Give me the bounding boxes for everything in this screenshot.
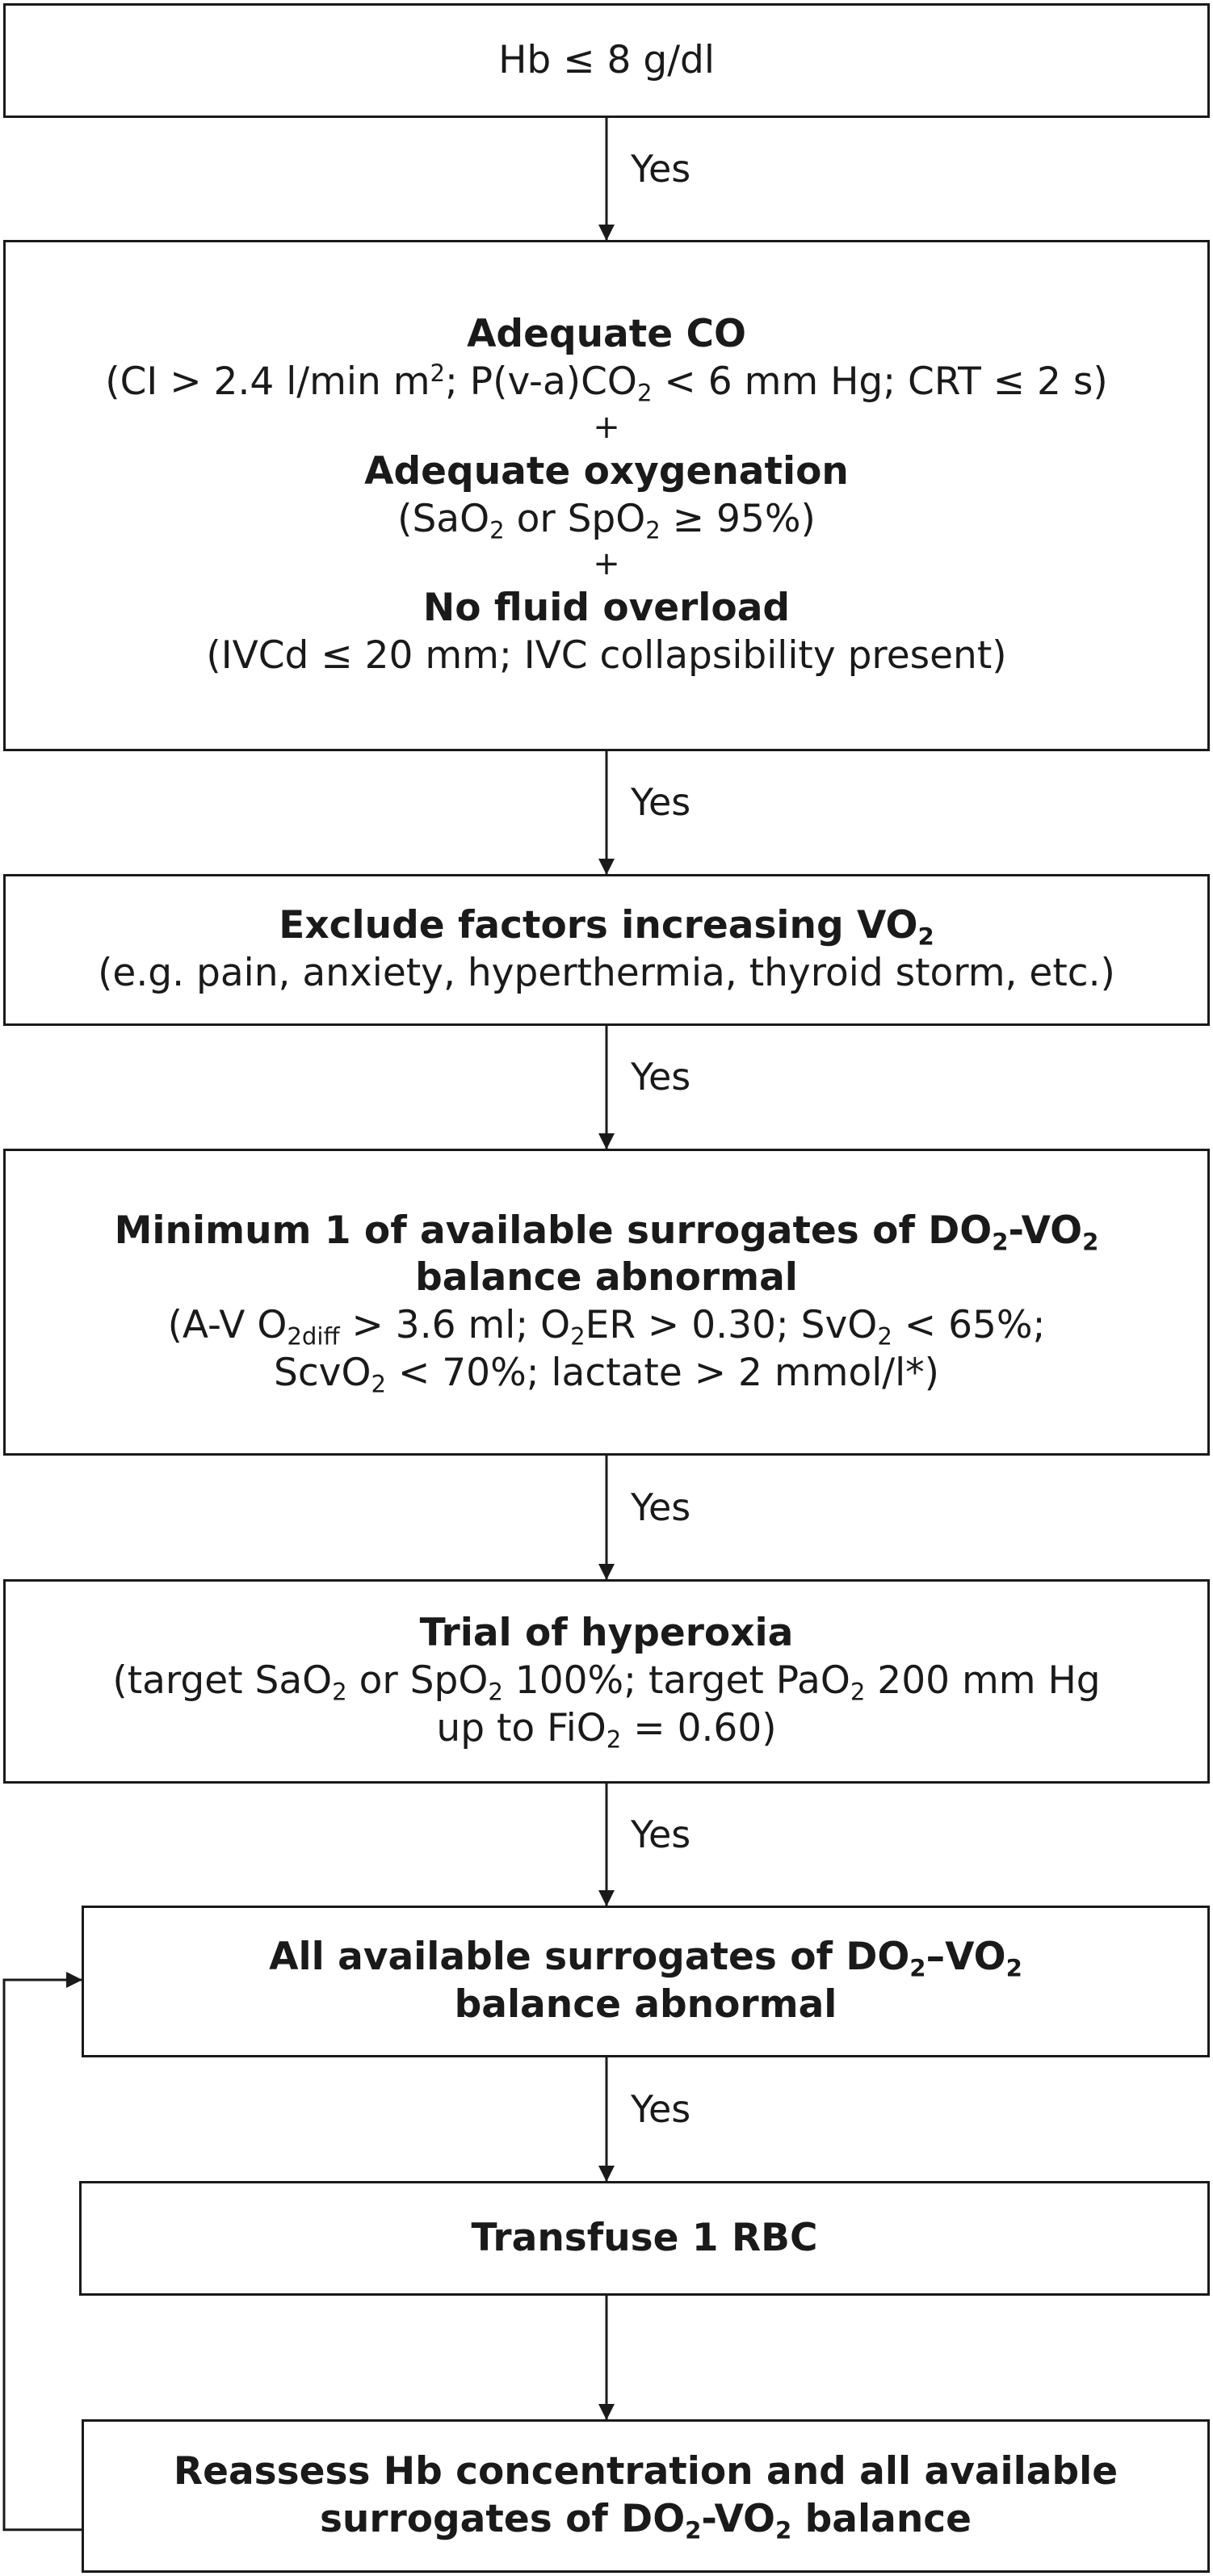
flow-box-4-line-4: ScvO2 < 70%; lactate > 2 mmol/l*) [273, 1350, 939, 1398]
flow-box-2-line-3: + [593, 408, 620, 446]
flow-box-7-line-1: Transfuse 1 RBC [471, 2215, 818, 2260]
flow-box-3-line-2: (e.g. pain, anxiety, hyperthermia, thyro… [98, 951, 1115, 995]
flow-box-5-line-1: Trial of hyperoxia [419, 1611, 794, 1656]
flow-box-2: Adequate CO (CI > 2.4 l/min m2; P(v-a)CO2… [3, 240, 1210, 751]
flow-box-7: Transfuse 1 RBC [79, 2181, 1210, 2296]
flow-box-5-line-2: (target SaO2 or SpO2 100%; target PaO2 2… [112, 1658, 1101, 1706]
flow-box-4-line-2: balance abnormal [415, 1255, 798, 1301]
edge-label-yes-2: Yes [631, 780, 691, 824]
flow-box-5: Trial of hyperoxia (target SaO2 or SpO2 1… [3, 1579, 1210, 1784]
edge-label-yes-6: Yes [631, 2086, 691, 2131]
flow-box-2-line-6: + [593, 545, 620, 583]
flow-box-1-line-1: Hb ≤ 8 g/dl [498, 37, 715, 82]
flow-arrow-8 [2, 1972, 82, 2532]
edge-label-yes-5: Yes [631, 1812, 691, 1856]
flow-box-8-line-1: Reassess Hb concentration and all availa… [173, 2449, 1119, 2494]
flow-box-6: All available surrogates of DO2–VO2 balan… [82, 1906, 1210, 2057]
flow-box-6-line-1: All available surrogates of DO2–VO2 [269, 1935, 1022, 1982]
flow-box-8: Reassess Hb concentration and all availa… [82, 2419, 1210, 2573]
flow-box-4-line-3: (A-V O2diff > 3.6 ml; O2ER > 0.30; SvO2 … [167, 1303, 1046, 1351]
flow-box-2-line-1: Adequate CO [467, 312, 746, 357]
flow-box-5-line-3: up to FiO2 = 0.60) [436, 1705, 777, 1754]
flow-box-2-line-7: No fluid overload [422, 586, 791, 631]
flow-box-2-line-8: (IVCd ≤ 20 mm; IVC collapsibility presen… [206, 633, 1007, 678]
flow-box-4: Minimum 1 of available surrogates of DO2… [3, 1149, 1210, 1456]
flow-box-6-line-2: balance abnormal [454, 1982, 837, 2027]
edge-label-yes-4: Yes [631, 1485, 691, 1529]
flow-box-8-line-2: surrogates of DO2-VO2 balance [319, 2497, 972, 2544]
edge-label-yes-3: Yes [631, 1055, 691, 1099]
edge-label-yes-1: Yes [631, 146, 691, 191]
flow-box-3: Exclude factors increasing VO2 (e.g. pain… [3, 874, 1210, 1026]
flow-box-4-line-1: Minimum 1 of available surrogates of DO2… [114, 1208, 1099, 1256]
flow-box-1: Hb ≤ 8 g/dl [3, 3, 1210, 118]
flow-box-2-line-2: (CI > 2.4 l/min m2; P(v-a)CO2 < 6 mm Hg;… [105, 359, 1108, 407]
flow-box-3-line-1: Exclude factors increasing VO2 [279, 903, 934, 951]
flow-box-2-line-4: Adequate oxygenation [364, 448, 849, 494]
flow-box-2-line-5: (SaO2 or SpO2 ≥ 95%) [397, 496, 816, 544]
